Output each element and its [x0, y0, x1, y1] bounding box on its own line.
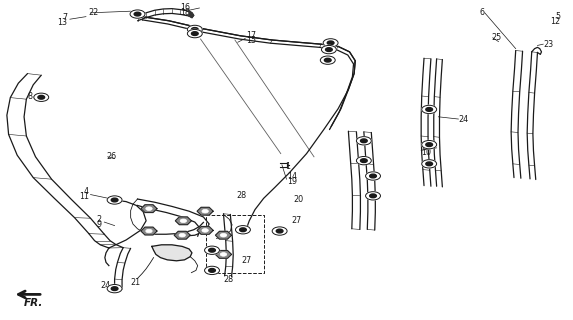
- Circle shape: [209, 248, 215, 252]
- Circle shape: [107, 196, 122, 204]
- Circle shape: [134, 12, 141, 16]
- Text: 20: 20: [293, 195, 304, 204]
- Circle shape: [38, 95, 45, 99]
- Circle shape: [220, 233, 227, 237]
- Text: 25: 25: [492, 33, 502, 42]
- Circle shape: [187, 29, 202, 38]
- Circle shape: [130, 10, 145, 18]
- Circle shape: [422, 140, 437, 149]
- Text: 18: 18: [180, 8, 190, 17]
- Polygon shape: [197, 227, 213, 234]
- Text: 3: 3: [421, 143, 426, 152]
- Text: 4: 4: [84, 188, 89, 196]
- Circle shape: [276, 229, 283, 233]
- Text: 9: 9: [97, 220, 102, 229]
- Circle shape: [146, 229, 152, 233]
- Text: 28: 28: [223, 275, 234, 284]
- Polygon shape: [175, 217, 191, 225]
- Circle shape: [324, 58, 331, 62]
- Circle shape: [323, 39, 338, 47]
- Circle shape: [321, 45, 336, 54]
- Circle shape: [205, 266, 219, 275]
- Text: 6: 6: [479, 8, 484, 17]
- Circle shape: [356, 156, 371, 165]
- Circle shape: [366, 192, 380, 200]
- Text: 1: 1: [285, 162, 291, 171]
- Circle shape: [422, 105, 437, 114]
- Polygon shape: [189, 11, 194, 18]
- Text: 10: 10: [421, 148, 431, 157]
- Circle shape: [191, 32, 198, 36]
- Circle shape: [220, 252, 227, 256]
- Text: 27: 27: [291, 216, 301, 225]
- Text: 2: 2: [97, 215, 102, 224]
- Text: 27: 27: [242, 256, 252, 265]
- Text: 13: 13: [58, 18, 68, 27]
- Circle shape: [187, 25, 202, 34]
- Circle shape: [325, 48, 332, 52]
- Circle shape: [356, 137, 371, 145]
- Polygon shape: [215, 231, 231, 239]
- Circle shape: [370, 174, 376, 178]
- Text: 14: 14: [288, 172, 297, 181]
- Text: 19: 19: [288, 177, 298, 186]
- Circle shape: [422, 160, 437, 168]
- Circle shape: [236, 226, 250, 234]
- Polygon shape: [174, 231, 190, 239]
- Circle shape: [146, 207, 152, 211]
- Text: 16: 16: [180, 4, 190, 12]
- Circle shape: [205, 246, 219, 254]
- Text: 7: 7: [62, 13, 68, 22]
- Text: 24: 24: [458, 115, 469, 124]
- Text: 17: 17: [246, 31, 257, 40]
- Circle shape: [180, 219, 187, 223]
- Circle shape: [209, 268, 215, 272]
- Circle shape: [191, 28, 198, 31]
- Circle shape: [34, 93, 49, 101]
- Circle shape: [426, 162, 433, 166]
- Circle shape: [272, 227, 287, 235]
- Circle shape: [360, 139, 367, 143]
- Polygon shape: [141, 227, 157, 235]
- Text: 15: 15: [246, 36, 257, 45]
- Text: FR.: FR.: [23, 298, 43, 308]
- Circle shape: [202, 209, 209, 213]
- Circle shape: [240, 228, 246, 232]
- Text: 28: 28: [236, 191, 246, 200]
- Text: 23: 23: [543, 40, 554, 49]
- Circle shape: [370, 194, 376, 198]
- Circle shape: [360, 159, 367, 163]
- Circle shape: [366, 172, 380, 180]
- Text: 22: 22: [89, 8, 99, 17]
- Text: 5: 5: [555, 12, 560, 21]
- Polygon shape: [215, 251, 231, 258]
- Text: 12: 12: [550, 17, 560, 26]
- Circle shape: [202, 228, 209, 232]
- Text: 24: 24: [100, 281, 111, 290]
- Circle shape: [327, 41, 334, 45]
- Text: 11: 11: [79, 192, 89, 201]
- Circle shape: [320, 56, 335, 64]
- Circle shape: [179, 233, 186, 237]
- Circle shape: [426, 108, 433, 111]
- Circle shape: [426, 143, 433, 147]
- Text: 8: 8: [27, 92, 32, 101]
- Circle shape: [111, 198, 118, 202]
- Polygon shape: [152, 245, 192, 261]
- Polygon shape: [141, 205, 157, 212]
- Polygon shape: [197, 207, 213, 215]
- Circle shape: [111, 287, 118, 291]
- Circle shape: [107, 284, 122, 293]
- Text: 26: 26: [106, 152, 116, 161]
- Text: 21: 21: [131, 278, 141, 287]
